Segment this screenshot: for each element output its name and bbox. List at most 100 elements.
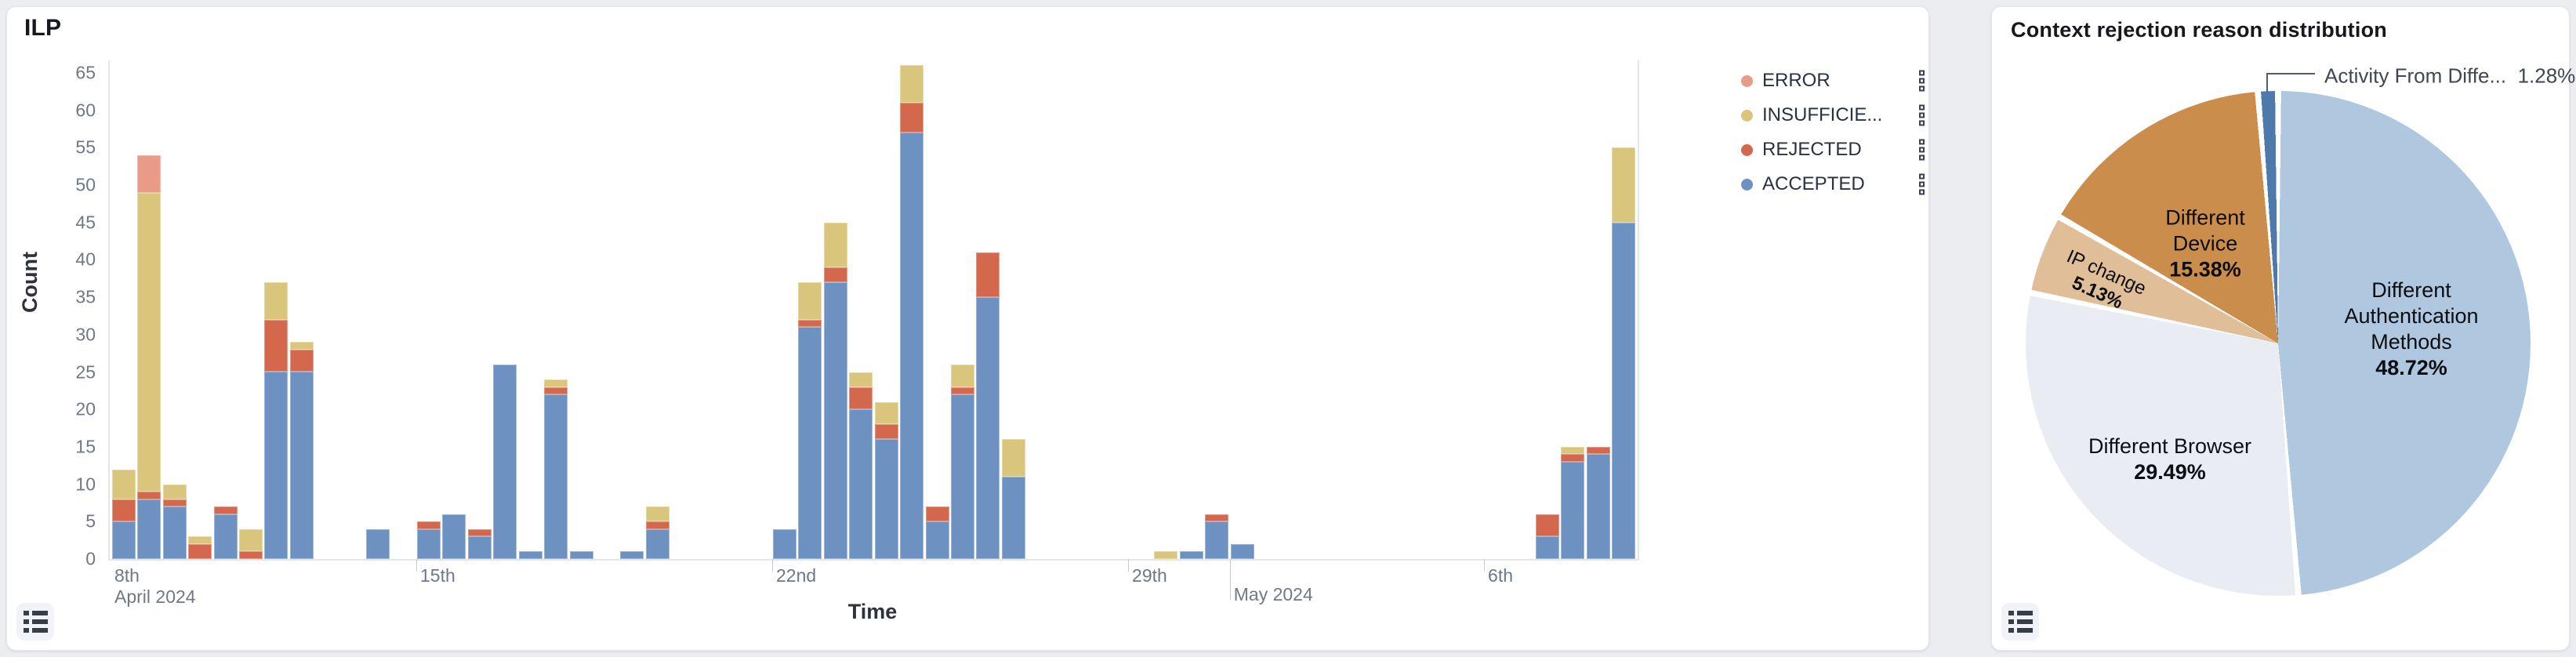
bar-segment-rejected[interactable] [925,506,949,522]
stacked-bar-apr-9-am[interactable] [111,469,136,559]
bar-segment-accepted[interactable] [213,514,238,559]
bar-segment-accepted[interactable] [1612,222,1636,559]
bar-segment-rejected[interactable] [467,528,492,537]
stacked-bar-apr-25-pm[interactable] [951,364,975,559]
bar-segment-rejected[interactable] [976,252,1000,298]
show-data-table-button[interactable] [2001,603,2039,641]
legend-menu-icon[interactable] [1919,70,1925,92]
bar-segment-rejected[interactable] [417,521,441,529]
stacked-bar-apr-9-pm[interactable] [137,154,161,559]
bar-segment-rejected[interactable] [213,506,238,514]
bar-segment-accepted[interactable] [289,372,314,559]
legend-item-rejected[interactable]: REJECTED [1729,132,1926,167]
bar-segment-insufficient[interactable] [1561,446,1585,455]
stacked-bar-apr-23-am[interactable] [823,222,847,559]
bar-segment-insufficient[interactable] [798,282,822,320]
bar-segment-rejected[interactable] [900,103,924,133]
bar-segment-rejected[interactable] [188,543,212,559]
bar-segment-insufficient[interactable] [849,372,873,387]
stacked-bar-apr-30-pm[interactable] [1205,514,1229,559]
bar-segment-accepted[interactable] [366,528,390,559]
legend-item-accepted[interactable]: ACCEPTED [1729,167,1926,201]
stacked-bar-may-8-am[interactable] [1586,446,1610,559]
bar-segment-rejected[interactable] [823,267,847,283]
stacked-bar-apr-24-pm[interactable] [900,65,924,559]
bar-segment-accepted[interactable] [493,364,517,559]
stacked-bar-may-8-pm[interactable] [1612,147,1636,559]
stacked-bar-may-7-am[interactable] [1535,514,1559,559]
stacked-bar-apr-18-am[interactable] [569,551,593,559]
bar-segment-accepted[interactable] [1230,543,1254,559]
bar-segment-accepted[interactable] [1586,454,1610,559]
bar-segment-accepted[interactable] [773,528,797,559]
bar-segment-insufficient[interactable] [162,484,187,499]
bar-segment-rejected[interactable] [289,349,314,372]
bar-segment-accepted[interactable] [823,282,847,559]
show-data-table-button[interactable] [16,603,54,641]
stacked-bar-apr-10-am[interactable] [162,484,187,559]
bar-segment-accepted[interactable] [417,528,441,559]
stacked-bar-apr-30-am[interactable] [1179,551,1203,559]
bar-segment-accepted[interactable] [900,132,924,559]
bar-segment-accepted[interactable] [976,297,1000,559]
bar-segment-accepted[interactable] [1001,477,1025,559]
bar-segment-rejected[interactable] [874,424,898,440]
bar-segment-insufficient[interactable] [289,342,314,350]
bar-segment-rejected[interactable] [137,492,161,499]
stacked-bar-apr-16-pm[interactable] [493,364,517,559]
bar-segment-insufficient[interactable] [137,192,161,492]
bar-segment-accepted[interactable] [1561,461,1585,559]
bar-segment-accepted[interactable] [798,327,822,559]
stacked-bar-apr-26-am[interactable] [976,252,1000,559]
legend-menu-icon[interactable] [1919,173,1925,195]
bar-segment-rejected[interactable] [238,551,263,559]
bar-segment-accepted[interactable] [137,499,161,559]
stacked-bar-apr-14-am[interactable] [366,528,390,559]
bar-segment-insufficient[interactable] [1154,551,1178,559]
bar-segment-rejected[interactable] [849,387,873,410]
bar-segment-insufficient[interactable] [188,536,212,544]
bar-segment-insufficient[interactable] [264,282,288,320]
bar-segment-accepted[interactable] [1205,521,1229,559]
bar-segment-rejected[interactable] [1205,514,1229,522]
bar-segment-accepted[interactable] [569,551,593,559]
bar-segment-accepted[interactable] [111,521,136,559]
stacked-bar-apr-24-am[interactable] [874,401,898,559]
stacked-bar-may-1-am[interactable] [1230,543,1254,559]
stacked-bar-apr-11-pm[interactable] [238,528,263,559]
stacked-bar-apr-26-pm[interactable] [1001,439,1025,559]
stacked-bar-apr-12-am[interactable] [264,282,288,559]
bar-segment-rejected[interactable] [1586,446,1610,455]
bar-segment-accepted[interactable] [874,439,898,559]
legend-menu-icon[interactable] [1919,139,1925,161]
stacked-bar-apr-29-pm[interactable] [1154,551,1178,559]
bar-segment-accepted[interactable] [442,514,466,559]
stacked-bar-apr-16-am[interactable] [467,528,492,559]
rejection-reason-pie[interactable] [2026,91,2531,596]
bar-segment-insufficient[interactable] [1612,147,1636,223]
bar-segment-error[interactable] [137,154,161,193]
stacked-bar-apr-10-pm[interactable] [188,536,212,559]
bar-segment-accepted[interactable] [264,372,288,559]
bar-segment-rejected[interactable] [264,319,288,372]
bar-segment-accepted[interactable] [467,536,492,559]
bar-segment-rejected[interactable] [798,319,822,328]
stacked-bar-apr-12-pm[interactable] [289,342,314,559]
stacked-bar-apr-19-am[interactable] [620,551,644,559]
bar-segment-rejected[interactable] [1535,514,1559,537]
legend-item-insufficie[interactable]: INSUFFICIE... [1729,98,1926,132]
stacked-bar-may-7-pm[interactable] [1561,446,1585,559]
stacked-bar-apr-17-pm[interactable] [544,379,568,559]
bar-segment-accepted[interactable] [951,394,975,559]
stacked-bar-apr-25-am[interactable] [925,506,949,559]
bar-segment-accepted[interactable] [645,528,669,559]
bar-segment-insufficient[interactable] [238,528,263,552]
bar-segment-accepted[interactable] [518,551,542,559]
bar-segment-insufficient[interactable] [1001,439,1025,477]
bar-segment-rejected[interactable] [162,499,187,507]
bar-segment-accepted[interactable] [544,394,568,559]
stacked-bar-apr-22-am[interactable] [773,528,797,559]
stacked-bar-apr-17-am[interactable] [518,551,542,559]
legend-item-error[interactable]: ERROR [1729,64,1926,98]
bar-segment-accepted[interactable] [620,551,644,559]
